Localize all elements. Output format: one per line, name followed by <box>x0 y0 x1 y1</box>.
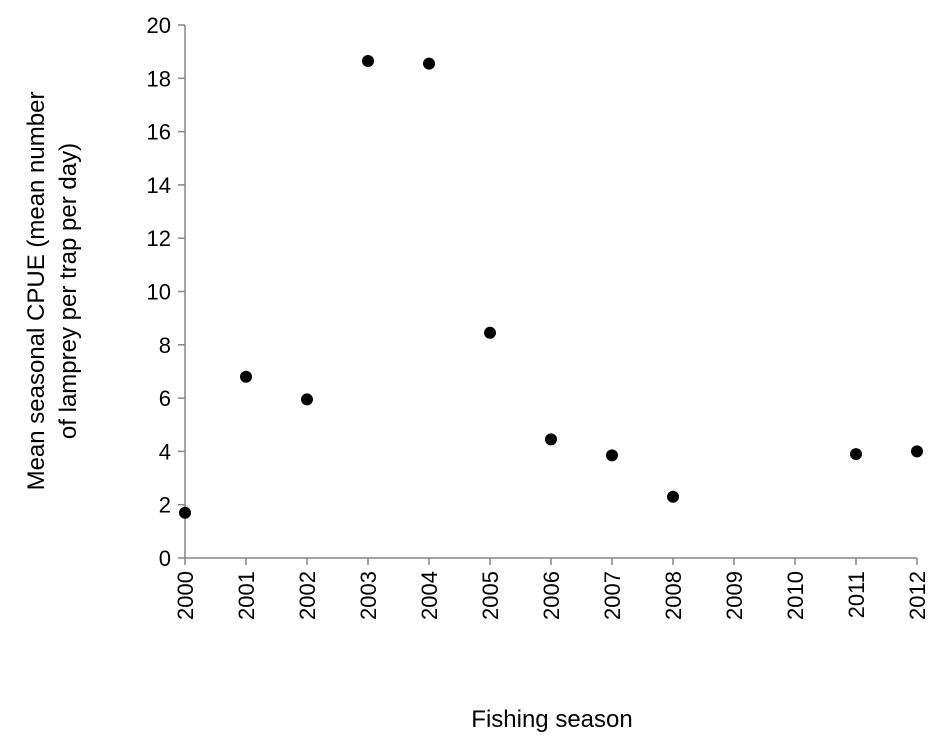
y-axis: 0 2 4 6 8 10 12 14 16 18 20 <box>147 13 186 571</box>
y-tick-label: 8 <box>159 333 171 358</box>
y-tick-label: 0 <box>159 546 171 571</box>
x-tick-label: 2001 <box>234 571 259 620</box>
x-tick-label: 2012 <box>905 571 930 620</box>
y-tick-label: 12 <box>147 226 171 251</box>
x-tick-label: 2009 <box>722 571 747 620</box>
x-tick-label: 2004 <box>417 571 442 620</box>
y-axis-title-line-1: Mean seasonal CPUE (mean number <box>23 92 50 491</box>
data-point-2003 <box>362 54 374 67</box>
data-point-2007 <box>606 449 618 462</box>
data-point-2011 <box>850 448 862 461</box>
x-tick-label: 2002 <box>295 571 320 620</box>
y-tick-label: 18 <box>147 66 171 91</box>
y-axis-title-line-2: of lamprey per trap per day) <box>55 143 82 439</box>
y-tick-label: 4 <box>159 439 171 464</box>
x-tick-label: 2010 <box>783 571 808 620</box>
data-point-2006 <box>545 433 557 446</box>
y-tick-label: 6 <box>159 386 171 411</box>
y-tick-label: 14 <box>147 173 171 198</box>
x-tick-label: 2011 <box>844 571 869 618</box>
x-tick-label: 2008 <box>661 571 686 620</box>
data-point-2012 <box>911 445 923 458</box>
x-tick-label: 2005 <box>478 571 503 620</box>
data-point-2004 <box>423 57 435 70</box>
y-tick-label: 16 <box>147 120 171 145</box>
x-tick-label: 2003 <box>356 571 381 620</box>
data-markers <box>179 54 923 519</box>
x-axis: 2000 2001 2002 2003 2004 2005 2006 2007 2008 2009… <box>173 557 930 620</box>
data-point-2001 <box>240 370 252 383</box>
data-point-2005 <box>484 326 496 339</box>
data-point-2002 <box>301 393 313 406</box>
y-tick-label: 20 <box>147 13 171 38</box>
data-point-2000 <box>179 506 191 519</box>
x-tick-label: 2007 <box>600 571 625 620</box>
y-tick-label: 2 <box>159 493 171 518</box>
x-tick-label: 2006 <box>539 571 564 620</box>
x-axis-title: Fishing season <box>471 706 632 733</box>
x-tick-label: 2000 <box>173 571 198 620</box>
data-point-2008 <box>667 490 679 503</box>
y-tick-label: 10 <box>147 280 171 305</box>
